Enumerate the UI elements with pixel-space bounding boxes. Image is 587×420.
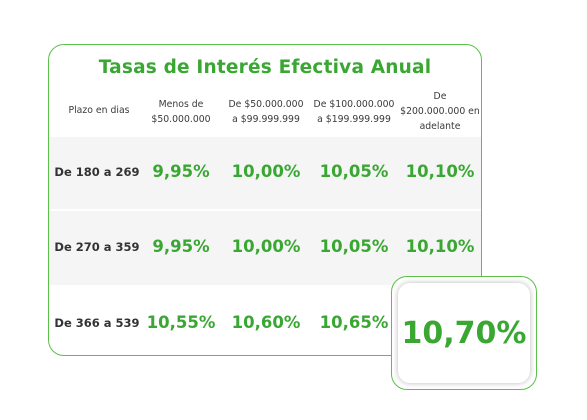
table-row: De 366 a 539 10,55% 10,60% 10,65%	[49, 285, 481, 355]
rate-cell: 10,00%	[231, 162, 301, 181]
table-row: De 180 a 269 9,95% 10,00% 10,05% 10,10%	[49, 137, 481, 209]
rate-cell: 10,00%	[231, 237, 301, 256]
rate-cell: 10,05%	[319, 162, 389, 181]
table-header: Plazo en dias Menos de $50.000.000 De $5…	[49, 91, 481, 179]
header-col-3: De $100.000.000 a $199.999.999	[313, 99, 395, 125]
rate-cell: 10,60%	[231, 313, 301, 332]
header-col-1: Menos de $50.000.000	[151, 99, 211, 125]
rate-cell: 10,55%	[146, 313, 216, 332]
table-title: Tasas de Interés Efectiva Anual	[98, 57, 432, 78]
rate-cell: 10,05%	[319, 237, 389, 256]
row-label: De 180 a 269	[54, 165, 140, 179]
highlight-rate-card: 10,70%	[398, 283, 530, 383]
rate-cell: 10,10%	[405, 237, 475, 256]
header-col-2: De $50.000.000 a $99.999.999	[228, 99, 304, 125]
rates-table-card: Tasas de Interés Efectiva Anual Plazo en…	[48, 44, 482, 356]
rate-cell: 9,95%	[152, 162, 210, 181]
highlight-rate-box: 10,70%	[391, 276, 537, 390]
header-col-4: De $200.000.000 en adelante	[400, 91, 480, 132]
header-term: Plazo en dias	[68, 105, 130, 116]
highlight-rate-value: 10,70%	[401, 315, 527, 351]
rate-cell: 9,95%	[152, 237, 210, 256]
row-label: De 366 a 539	[54, 316, 140, 330]
rate-cell: 10,10%	[405, 162, 475, 181]
rate-cell: 10,65%	[319, 313, 389, 332]
row-label: De 270 a 359	[54, 240, 140, 254]
table-row: De 270 a 359 9,95% 10,00% 10,05% 10,10%	[49, 211, 481, 285]
